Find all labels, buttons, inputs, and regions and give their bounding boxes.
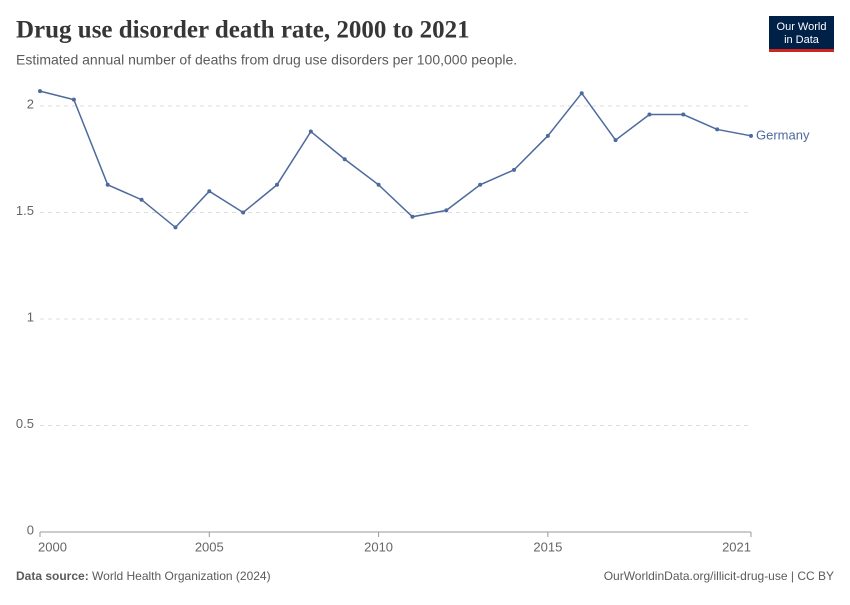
data-point [647,112,652,117]
data-point [71,97,76,102]
data-point [444,208,449,213]
data-point [478,182,483,187]
data-point [139,197,144,202]
data-point [308,129,313,134]
source-label: Data source: [16,569,89,583]
footer-link[interactable]: OurWorldinData.org/illicit-drug-use | CC… [604,569,834,583]
logo-text: in Data [784,34,820,46]
data-point [749,133,753,138]
logo-bar [769,49,834,52]
chart-subtitle: Estimated annual number of deaths from d… [16,52,517,68]
x-tick-label: 2005 [195,539,224,554]
data-point [207,189,212,194]
data-point [275,182,279,187]
series-line [39,90,752,229]
source: Data source: World Health Organization (… [16,569,271,583]
data-point [342,157,347,162]
y-tick-label: 0.5 [16,416,34,431]
x-tick-label: 2010 [364,539,393,554]
y-tick-label: 1 [27,309,34,324]
data-point [512,167,516,172]
y-tick-label: 0 [27,522,34,537]
data-point [613,138,618,143]
series-label: Germany [756,127,810,142]
data-point [38,89,42,94]
y-tick-label: 2 [27,96,34,111]
source-text: World Health Organization (2024) [92,569,271,583]
data-point [681,112,686,117]
data-point [173,225,178,230]
y-tick-label: 1.5 [16,203,34,218]
data-point [715,127,720,132]
x-tick-label: 2015 [533,539,562,554]
logo-text: Our World [777,21,827,33]
x-tick-label: 2021 [722,539,751,554]
data-point [410,214,415,219]
data-point [545,133,550,138]
data-point [376,182,381,187]
x-tick-label: 2000 [38,539,67,554]
chart-title: Drug use disorder death rate, 2000 to 20… [16,17,470,44]
data-point [105,182,110,187]
logo[interactable] [769,16,834,52]
data-point [579,91,584,96]
data-point [241,210,246,215]
